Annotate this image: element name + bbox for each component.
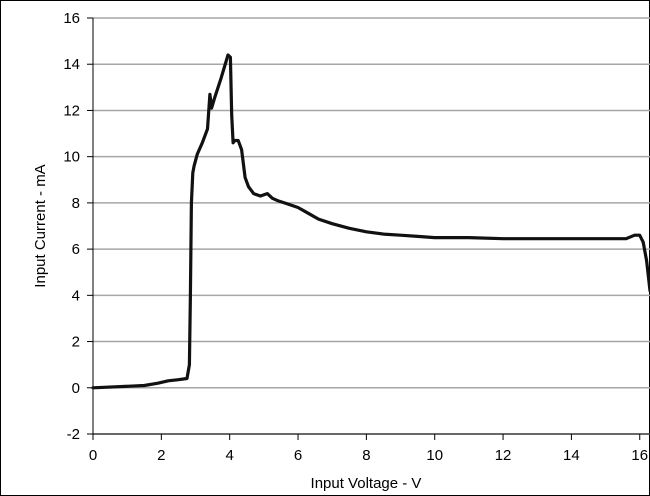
x-tick-label: 10 <box>426 447 443 464</box>
x-tick-label: 16 <box>631 447 648 464</box>
x-axis-title: Input Voltage - V <box>311 475 422 492</box>
grid-lines <box>93 17 650 435</box>
y-tick-label: 8 <box>72 195 80 212</box>
x-tick-label: 2 <box>157 447 165 464</box>
y-tick-label: 6 <box>72 241 80 258</box>
y-tick-label: 12 <box>63 102 80 119</box>
x-tick-label: 4 <box>226 447 234 464</box>
x-tick-label: 14 <box>563 447 580 464</box>
y-tick-label: 4 <box>72 287 80 304</box>
series-line <box>91 53 650 390</box>
series-layer <box>91 53 650 390</box>
y-axis-title: Input Current - mA <box>32 164 49 287</box>
x-tick-label: 0 <box>89 447 97 464</box>
y-tick-label: 14 <box>63 56 80 73</box>
y-tick-label: 0 <box>72 380 80 397</box>
y-tick-label: 2 <box>72 334 80 351</box>
x-tick-label: 8 <box>362 447 370 464</box>
x-tick-labels: 0 2 4 6 8 10 12 14 16 <box>89 447 648 464</box>
y-tick-label: 10 <box>63 149 80 166</box>
x-tick-label: 6 <box>294 447 302 464</box>
y-tick-label: -2 <box>67 426 80 443</box>
x-tick-label: 12 <box>495 447 512 464</box>
y-tick-labels: -2 0 2 4 6 8 10 12 14 16 <box>63 10 80 443</box>
axes <box>87 17 650 440</box>
y-tick-label: 16 <box>63 10 80 27</box>
